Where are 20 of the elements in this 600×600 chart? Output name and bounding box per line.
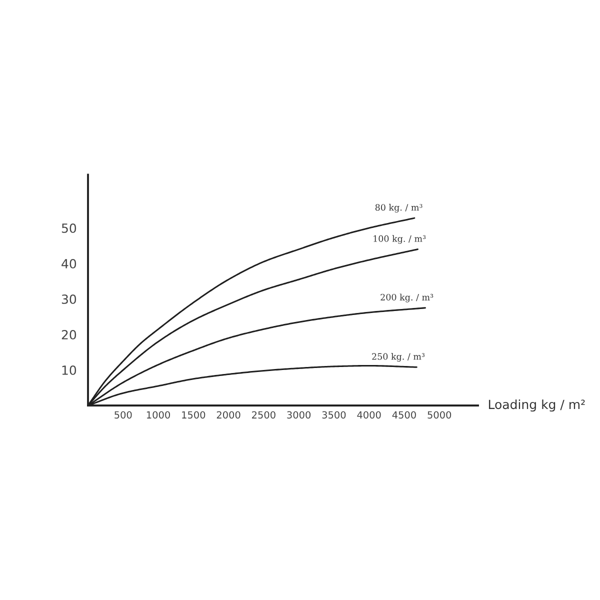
x-tick-label: 4500 [392, 411, 416, 419]
series-label: 80 kg. / m³ [375, 204, 422, 213]
x-tick-label: 1500 [182, 411, 206, 419]
x-tick-label: 2000 [216, 411, 240, 419]
y-tick-label: 10 [62, 365, 76, 375]
x-axis-title: Loading kg / m² [488, 399, 585, 412]
x-tick-label: 4000 [357, 411, 381, 419]
series-label: 100 kg. / m³ [374, 235, 426, 244]
x-tick-label: 1000 [146, 411, 170, 419]
y-tick-label: 40 [62, 258, 76, 268]
y-tick-label: 30 [62, 294, 76, 304]
x-tick-label: 2500 [252, 411, 276, 419]
x-tick-label: 3500 [322, 411, 346, 419]
y-tick-label: 20 [62, 330, 76, 340]
x-tick-label: 3000 [287, 411, 311, 419]
series-label: 200 kg. / m³ [380, 294, 434, 302]
series-label: 250 kg. / m³ [372, 353, 425, 362]
x-tick-label: 5000 [428, 411, 452, 419]
y-tick-label: 50 [62, 223, 76, 233]
x-tick-label: 500 [114, 411, 132, 419]
